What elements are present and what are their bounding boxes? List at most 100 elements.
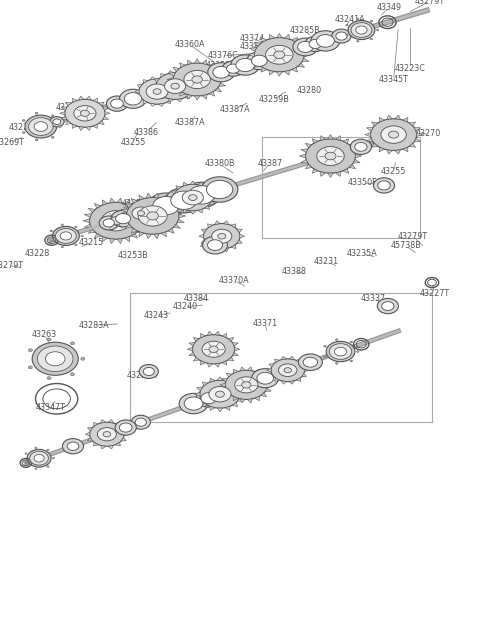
Ellipse shape — [97, 427, 117, 441]
Ellipse shape — [50, 230, 52, 232]
Text: 43388: 43388 — [281, 267, 306, 276]
Polygon shape — [301, 159, 308, 163]
Text: 43263: 43263 — [32, 330, 57, 339]
Ellipse shape — [388, 131, 399, 138]
Ellipse shape — [355, 142, 367, 151]
Polygon shape — [194, 59, 200, 63]
Text: 43280: 43280 — [297, 86, 322, 95]
Ellipse shape — [75, 244, 77, 246]
Text: 43279T: 43279T — [0, 261, 24, 270]
Ellipse shape — [25, 115, 57, 138]
Polygon shape — [105, 112, 110, 115]
Polygon shape — [289, 356, 294, 359]
Polygon shape — [149, 221, 153, 224]
Polygon shape — [240, 234, 245, 238]
Ellipse shape — [357, 18, 359, 20]
Polygon shape — [125, 224, 132, 229]
Polygon shape — [135, 90, 139, 93]
Ellipse shape — [203, 236, 228, 254]
Ellipse shape — [28, 117, 53, 135]
Polygon shape — [150, 77, 156, 80]
Ellipse shape — [65, 99, 105, 127]
Polygon shape — [328, 135, 333, 139]
Polygon shape — [247, 399, 252, 403]
Polygon shape — [237, 240, 242, 243]
Ellipse shape — [189, 185, 215, 204]
Polygon shape — [139, 232, 144, 237]
Ellipse shape — [115, 420, 136, 435]
Ellipse shape — [336, 32, 347, 40]
Polygon shape — [217, 408, 223, 411]
Polygon shape — [103, 116, 108, 119]
Text: 43258: 43258 — [367, 140, 392, 149]
Polygon shape — [185, 95, 190, 98]
Ellipse shape — [348, 20, 375, 39]
Ellipse shape — [202, 341, 225, 358]
Ellipse shape — [143, 368, 155, 375]
Polygon shape — [289, 381, 294, 384]
Polygon shape — [292, 67, 298, 72]
Text: 43255: 43255 — [381, 167, 406, 176]
Polygon shape — [233, 396, 238, 401]
Text: 43250C: 43250C — [121, 199, 152, 208]
Polygon shape — [72, 124, 77, 128]
Polygon shape — [336, 136, 341, 140]
Text: 43386: 43386 — [134, 128, 159, 137]
Polygon shape — [166, 100, 171, 104]
Ellipse shape — [382, 302, 394, 311]
Polygon shape — [115, 422, 120, 426]
Polygon shape — [387, 150, 392, 154]
Text: 43360A: 43360A — [174, 40, 205, 49]
Polygon shape — [139, 195, 144, 200]
Polygon shape — [187, 347, 192, 351]
Polygon shape — [198, 182, 203, 186]
Polygon shape — [353, 159, 360, 163]
Text: 45738B: 45738B — [390, 241, 421, 250]
Polygon shape — [276, 33, 282, 37]
Polygon shape — [207, 244, 213, 249]
Polygon shape — [221, 77, 227, 81]
Polygon shape — [99, 102, 104, 105]
Polygon shape — [202, 95, 207, 99]
Polygon shape — [154, 193, 159, 198]
Polygon shape — [379, 117, 384, 122]
Polygon shape — [197, 398, 203, 401]
Polygon shape — [137, 229, 144, 233]
Ellipse shape — [110, 217, 122, 225]
Polygon shape — [121, 219, 128, 223]
Polygon shape — [194, 84, 198, 88]
Ellipse shape — [284, 368, 291, 373]
Polygon shape — [367, 138, 373, 142]
Ellipse shape — [373, 178, 395, 193]
Text: 43215: 43215 — [79, 238, 104, 247]
Ellipse shape — [153, 89, 161, 95]
Polygon shape — [146, 234, 152, 239]
Polygon shape — [387, 115, 392, 119]
Ellipse shape — [305, 36, 326, 51]
Polygon shape — [141, 214, 148, 217]
Ellipse shape — [110, 99, 123, 108]
Polygon shape — [320, 171, 325, 177]
Polygon shape — [121, 209, 128, 213]
Polygon shape — [269, 70, 274, 75]
Ellipse shape — [166, 187, 202, 213]
Polygon shape — [84, 224, 92, 228]
Ellipse shape — [252, 55, 267, 67]
Ellipse shape — [212, 229, 232, 243]
Polygon shape — [200, 361, 205, 365]
Polygon shape — [137, 84, 142, 88]
Ellipse shape — [120, 423, 132, 432]
Ellipse shape — [346, 34, 348, 36]
Polygon shape — [215, 363, 220, 367]
Text: 43259B: 43259B — [258, 95, 289, 104]
Polygon shape — [281, 356, 287, 359]
Ellipse shape — [350, 360, 353, 362]
Polygon shape — [131, 229, 137, 233]
Polygon shape — [414, 128, 420, 131]
Polygon shape — [237, 387, 243, 391]
Polygon shape — [275, 359, 279, 363]
Polygon shape — [222, 361, 227, 365]
Ellipse shape — [116, 213, 131, 224]
Text: 43241A: 43241A — [335, 15, 366, 23]
Ellipse shape — [324, 345, 326, 347]
